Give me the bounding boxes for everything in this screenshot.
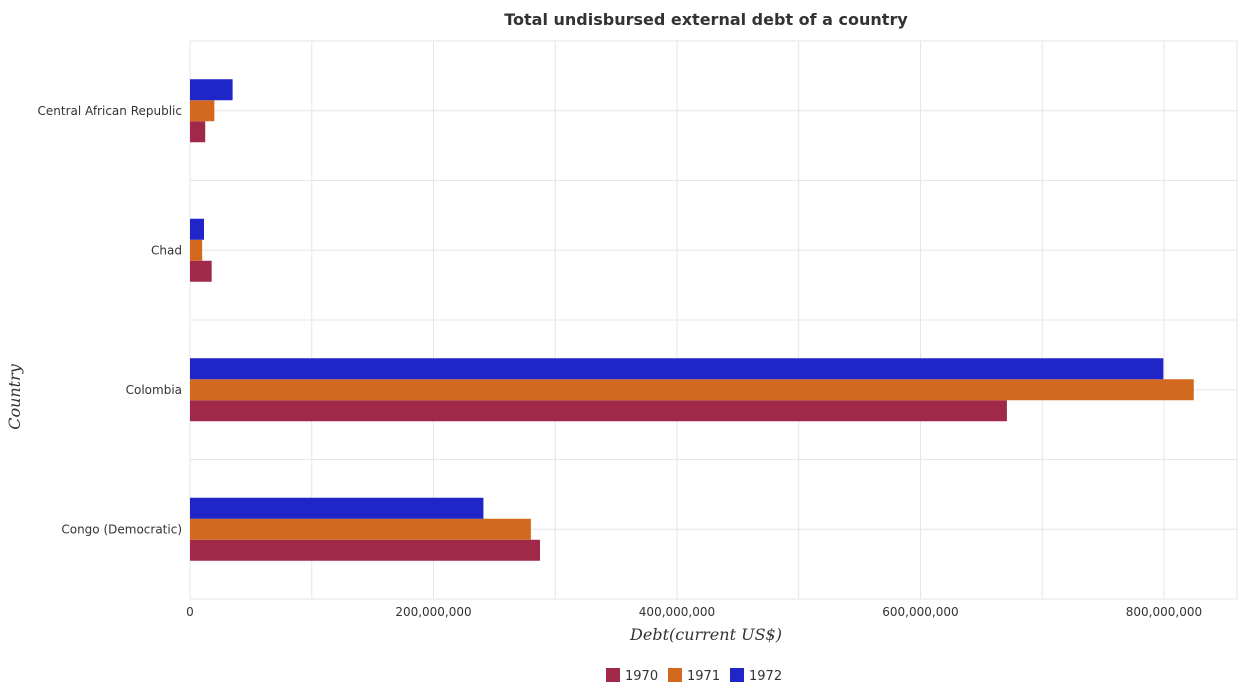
y-axis-label: Country bbox=[5, 363, 24, 430]
bar-1970-colombia bbox=[190, 400, 1007, 422]
x-tick-label: 0 bbox=[186, 605, 194, 619]
legend-swatch-1972 bbox=[730, 668, 744, 682]
bar-1972-central-african-republic bbox=[190, 79, 233, 101]
x-tick-labels: 0 200,000,000 400,000,000 600,000,000 800,00… bbox=[186, 605, 1202, 619]
bar-1970-chad bbox=[190, 260, 212, 282]
legend-label-1972: 1972 bbox=[749, 669, 782, 684]
x-axis-label: Debt(current US$) bbox=[629, 625, 782, 644]
x-tick-label: 400,000,000 bbox=[639, 605, 715, 619]
legend-swatch-1971 bbox=[668, 668, 682, 682]
bar-1970-congo-democratic bbox=[190, 539, 541, 561]
bar-1972-congo-democratic bbox=[190, 497, 484, 519]
legend-swatch-1970 bbox=[606, 668, 620, 682]
bar-1970-central-african-republic bbox=[190, 121, 206, 143]
y-tick-label: Colombia bbox=[126, 383, 182, 397]
bar-1971-colombia bbox=[190, 379, 1194, 401]
y-tick-labels: Central African Republic Chad Colombia Cong… bbox=[38, 104, 182, 537]
y-tick-label: Congo (Democratic) bbox=[61, 522, 182, 536]
x-tick-label: 200,000,000 bbox=[395, 605, 471, 619]
bars bbox=[190, 79, 1194, 561]
bar-1971-congo-democratic bbox=[190, 518, 531, 540]
legend-label-1970: 1970 bbox=[625, 669, 658, 684]
x-tick-label: 800,000,000 bbox=[1126, 605, 1202, 619]
y-tick-label: Central African Republic bbox=[38, 104, 182, 118]
x-tick-label: 600,000,000 bbox=[882, 605, 958, 619]
y-tick-label: Chad bbox=[151, 243, 182, 257]
legend: 1970 1971 1972 bbox=[606, 668, 782, 684]
legend-label-1971: 1971 bbox=[687, 669, 720, 684]
bar-1972-colombia bbox=[190, 358, 1164, 380]
bar-1972-chad bbox=[190, 218, 205, 240]
bar-1971-central-african-republic bbox=[190, 100, 215, 122]
bar-1971-chad bbox=[190, 239, 203, 261]
chart-title: Total undisbursed external debt of a cou… bbox=[504, 10, 908, 29]
